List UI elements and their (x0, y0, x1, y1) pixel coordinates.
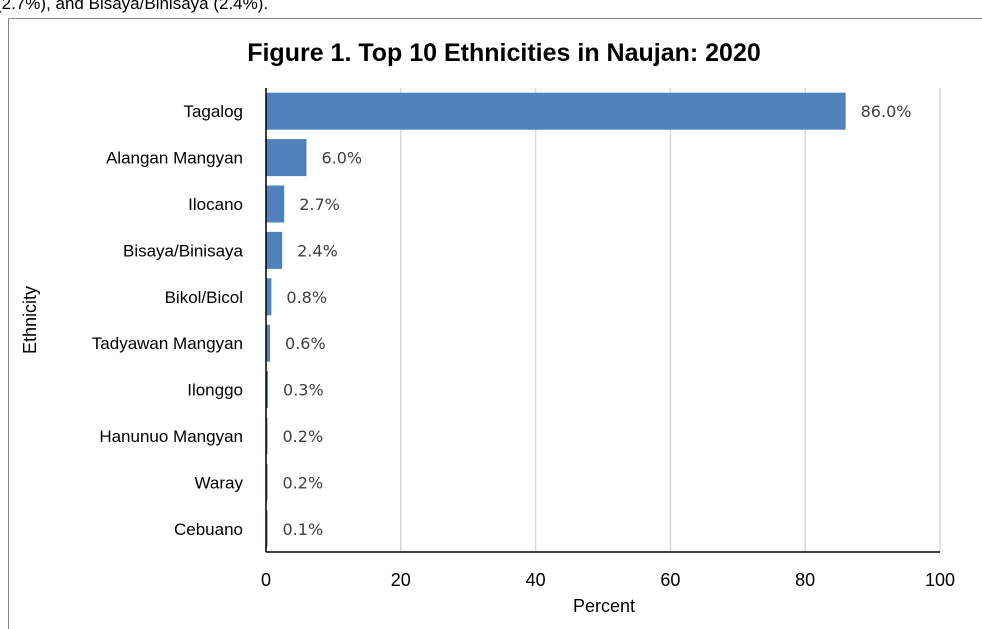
category-label: Bikol/Bicol (165, 288, 243, 307)
data-label: 0.2% (283, 473, 324, 492)
x-tick-labels: 0 20 40 60 80 100 (261, 570, 955, 590)
data-labels: 86.0% 6.0% 2.7% 2.4% 0.8% 0.6% 0.3% 0.2% 0.2% 0.1… (283, 102, 912, 539)
category-label: Waray (195, 473, 244, 492)
x-axis-label: Percent (573, 596, 635, 616)
ethnicity-bar-chart: Figure 1. Top 10 Ethnicities in Naujan: … (20, 39, 955, 616)
bar (266, 278, 272, 316)
x-tick-label: 0 (261, 570, 271, 590)
bars (266, 92, 846, 548)
category-label: Alangan Mangyan (106, 149, 243, 168)
bar (266, 324, 271, 362)
category-label: Hanunuo Mangyan (99, 427, 243, 446)
data-label: 2.7% (299, 195, 340, 214)
category-label: Ilocano (188, 195, 243, 214)
x-tick-label: 60 (660, 570, 680, 590)
x-tick-label: 100 (925, 570, 955, 590)
category-labels: Tagalog Alangan Mangyan Ilocano Bisaya/Bini… (92, 102, 244, 539)
data-label: 0.3% (283, 381, 324, 400)
bar (266, 231, 283, 269)
category-label: Bisaya/Binisaya (123, 241, 244, 260)
x-tick-label: 80 (795, 570, 815, 590)
bar (266, 92, 846, 130)
chart-border (8, 18, 982, 629)
bar (266, 139, 307, 177)
category-label: Tadyawan Mangyan (92, 334, 243, 353)
intro-text-fragment: (2.7%), and Bisaya/Binisaya (2.4%). (0, 0, 269, 13)
data-label: 0.6% (285, 334, 326, 353)
data-label: 0.8% (286, 288, 327, 307)
y-axis-label: Ethnicity (20, 286, 40, 354)
bar (266, 185, 285, 223)
data-label: 0.2% (283, 427, 324, 446)
category-label: Ilonggo (187, 381, 243, 400)
x-tick-label: 20 (391, 570, 411, 590)
chart-title: Figure 1. Top 10 Ethnicities in Naujan: … (247, 39, 761, 67)
bar (266, 371, 269, 409)
data-label: 6.0% (321, 149, 362, 168)
category-label: Cebuano (174, 520, 243, 539)
category-label: Tagalog (183, 102, 243, 121)
x-tick-label: 40 (526, 570, 546, 590)
data-label: 2.4% (297, 241, 338, 260)
data-label: 86.0% (861, 102, 912, 121)
gridlines (400, 88, 941, 552)
data-label: 0.1% (283, 520, 324, 539)
